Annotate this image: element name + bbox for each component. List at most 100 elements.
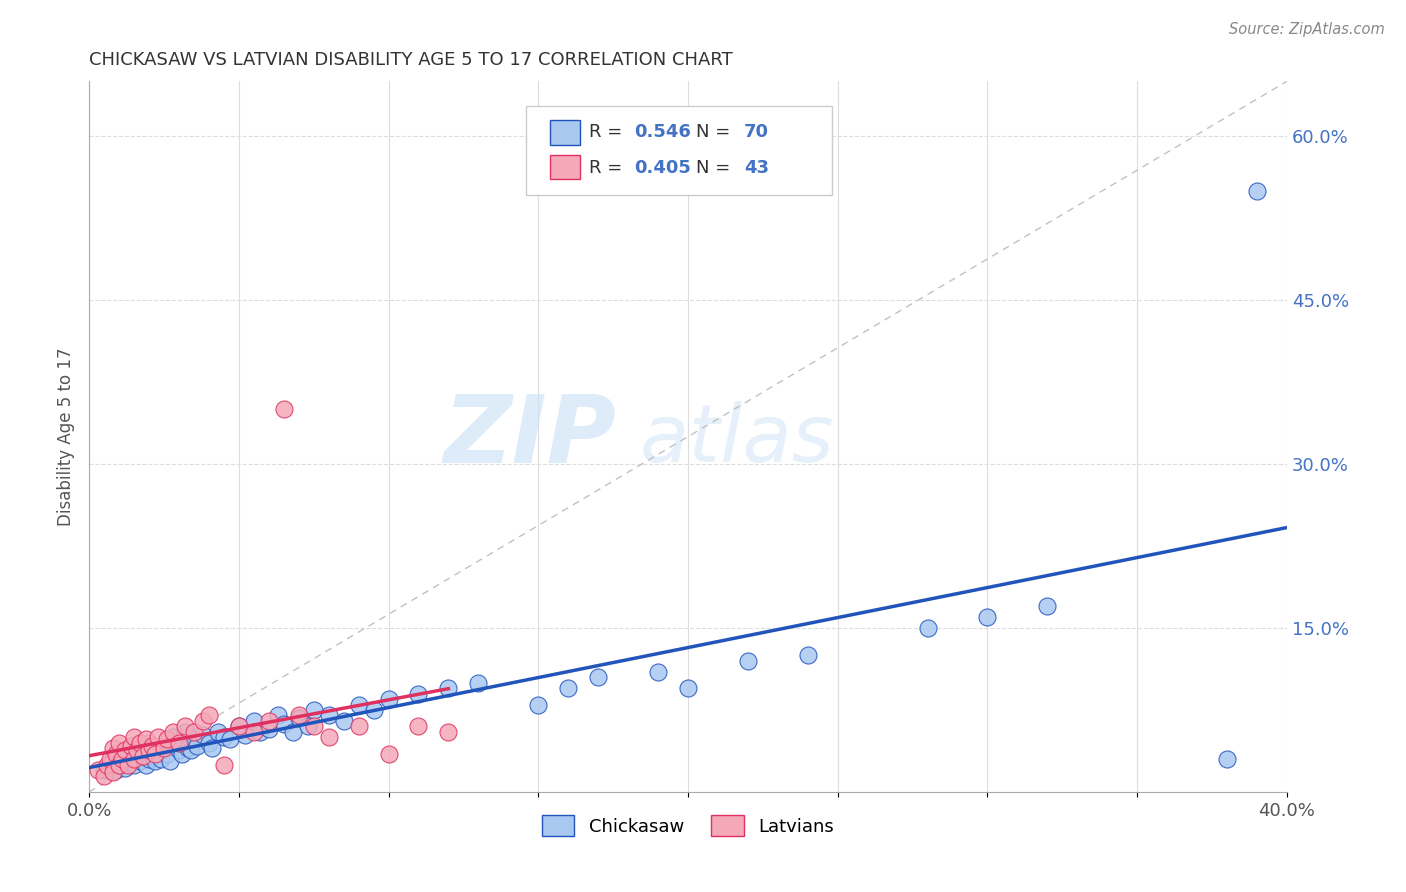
Point xyxy=(249,724,271,739)
Text: 0.546: 0.546 xyxy=(634,123,690,141)
Point xyxy=(228,719,250,733)
Point xyxy=(347,719,370,733)
Point xyxy=(318,731,340,745)
Point xyxy=(267,708,290,723)
Point xyxy=(917,621,939,635)
Point xyxy=(135,732,157,747)
Point xyxy=(108,757,131,772)
Text: Source: ZipAtlas.com: Source: ZipAtlas.com xyxy=(1229,22,1385,37)
Point xyxy=(156,732,179,747)
Point xyxy=(93,763,115,777)
Point xyxy=(98,752,121,766)
Point xyxy=(976,610,998,624)
Point xyxy=(138,743,160,757)
Point xyxy=(177,741,200,756)
Point xyxy=(162,731,184,745)
Point xyxy=(186,739,208,753)
Point xyxy=(281,724,304,739)
Point xyxy=(377,747,399,761)
Point xyxy=(156,747,179,761)
Point xyxy=(153,741,176,756)
Point xyxy=(737,654,759,668)
Point xyxy=(146,743,169,757)
Point xyxy=(170,747,193,761)
Text: N =: N = xyxy=(696,159,737,177)
Point xyxy=(114,743,136,757)
Point xyxy=(129,736,152,750)
Point xyxy=(212,757,235,772)
Point xyxy=(180,743,202,757)
Point xyxy=(138,736,160,750)
Point xyxy=(408,687,430,701)
Point xyxy=(198,708,221,723)
Bar xyxy=(550,120,581,145)
Point xyxy=(125,743,148,757)
Point xyxy=(347,698,370,712)
Point xyxy=(122,752,145,766)
Point xyxy=(105,747,128,761)
Text: atlas: atlas xyxy=(640,401,835,479)
Point xyxy=(125,748,148,763)
Point xyxy=(108,757,131,772)
Point xyxy=(135,757,157,772)
Point xyxy=(122,731,145,745)
Point xyxy=(93,768,115,782)
Point xyxy=(87,763,110,777)
Text: R =: R = xyxy=(589,159,627,177)
Text: 0.405: 0.405 xyxy=(634,159,690,177)
Point xyxy=(98,757,121,772)
Point xyxy=(527,698,550,712)
FancyBboxPatch shape xyxy=(526,106,832,195)
Point xyxy=(129,755,152,769)
Point xyxy=(201,741,224,756)
Point xyxy=(1246,184,1268,198)
Point xyxy=(212,731,235,745)
Point xyxy=(586,670,609,684)
Point xyxy=(117,752,139,766)
Point xyxy=(198,736,221,750)
Point xyxy=(120,739,142,753)
Point xyxy=(183,732,205,747)
Point xyxy=(174,724,197,739)
Point xyxy=(218,732,240,747)
Point xyxy=(557,681,579,695)
Point xyxy=(101,765,124,780)
Point xyxy=(332,714,354,728)
Point xyxy=(138,752,160,766)
Point xyxy=(114,761,136,775)
Point xyxy=(143,755,166,769)
Point xyxy=(153,739,176,753)
Point xyxy=(174,719,197,733)
Point xyxy=(242,724,264,739)
Point xyxy=(122,741,145,756)
Point xyxy=(437,681,460,695)
Point xyxy=(257,714,280,728)
Text: 70: 70 xyxy=(744,123,769,141)
Point xyxy=(302,703,325,717)
Point xyxy=(647,665,669,679)
Legend: Chickasaw, Latvians: Chickasaw, Latvians xyxy=(534,808,841,843)
Y-axis label: Disability Age 5 to 17: Disability Age 5 to 17 xyxy=(58,347,75,526)
Point xyxy=(167,743,190,757)
Text: N =: N = xyxy=(696,123,737,141)
Point xyxy=(191,728,214,742)
Point xyxy=(167,736,190,750)
Point xyxy=(191,714,214,728)
Point xyxy=(257,722,280,736)
Text: R =: R = xyxy=(589,123,627,141)
Point xyxy=(377,692,399,706)
Point xyxy=(1036,599,1059,613)
Point xyxy=(408,719,430,733)
Point xyxy=(159,755,181,769)
Point xyxy=(141,739,163,753)
Text: CHICKASAW VS LATVIAN DISABILITY AGE 5 TO 17 CORRELATION CHART: CHICKASAW VS LATVIAN DISABILITY AGE 5 TO… xyxy=(89,51,733,69)
Point xyxy=(108,747,131,761)
Point xyxy=(111,752,134,766)
Point xyxy=(117,757,139,772)
Bar xyxy=(550,154,581,179)
Point xyxy=(273,402,295,417)
Point xyxy=(287,708,309,723)
Text: ZIP: ZIP xyxy=(443,391,616,483)
Point xyxy=(143,747,166,761)
Point xyxy=(162,724,184,739)
